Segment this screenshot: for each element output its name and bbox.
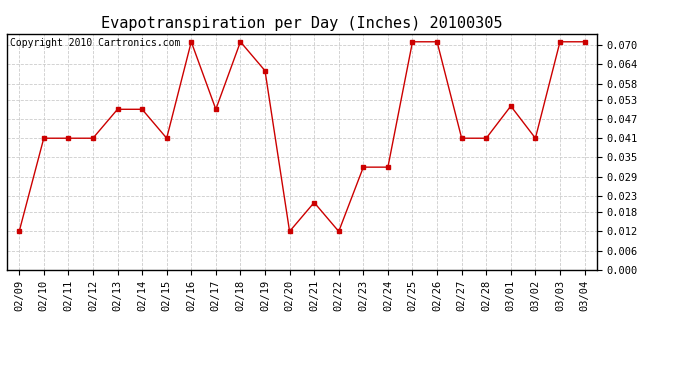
Text: Copyright 2010 Cartronics.com: Copyright 2010 Cartronics.com xyxy=(10,39,180,48)
Title: Evapotranspiration per Day (Inches) 20100305: Evapotranspiration per Day (Inches) 2010… xyxy=(101,16,502,31)
